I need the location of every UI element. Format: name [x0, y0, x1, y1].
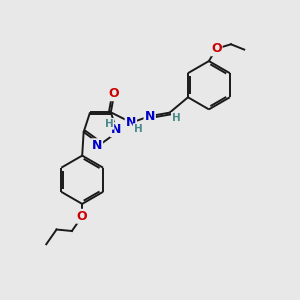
Text: O: O [211, 42, 222, 55]
Text: N: N [111, 123, 121, 136]
Text: N: N [126, 116, 136, 128]
Text: N: N [145, 110, 155, 123]
Text: N: N [92, 139, 102, 152]
Text: H: H [134, 124, 142, 134]
Text: H: H [105, 119, 113, 129]
Text: O: O [109, 87, 119, 100]
Text: H: H [172, 113, 181, 123]
Text: O: O [77, 210, 88, 223]
